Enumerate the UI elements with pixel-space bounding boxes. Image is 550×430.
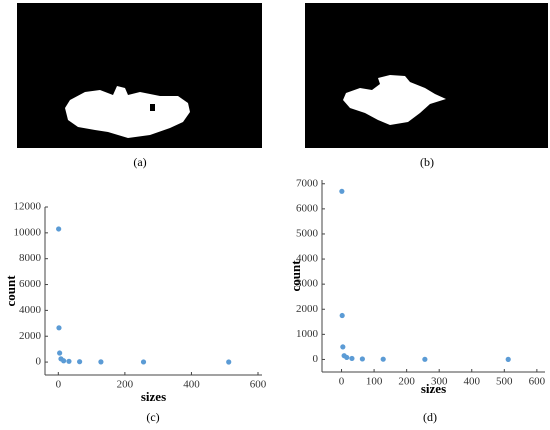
point bbox=[340, 344, 346, 350]
point bbox=[140, 359, 147, 365]
y-tick-label: 2000 bbox=[296, 303, 319, 315]
y-axis-label: count bbox=[3, 275, 18, 307]
y-tick-label: 1000 bbox=[296, 328, 319, 340]
point bbox=[359, 356, 365, 362]
point bbox=[66, 358, 72, 364]
y-tick-label: 2000 bbox=[19, 330, 42, 342]
x-tick-label: 600 bbox=[250, 379, 267, 391]
point bbox=[56, 226, 62, 232]
mask-blob-a bbox=[65, 86, 190, 138]
y-tick-label: 0 bbox=[313, 353, 319, 365]
point bbox=[56, 325, 62, 331]
y-tick-label: 5000 bbox=[296, 227, 319, 239]
x-tick-label: 500 bbox=[496, 376, 513, 388]
y-tick-label: 4000 bbox=[19, 304, 42, 316]
point bbox=[98, 359, 104, 365]
x-tick-label: 100 bbox=[366, 376, 383, 388]
x-axis-label: sizes bbox=[421, 381, 446, 396]
x-tick-label: 300 bbox=[431, 376, 448, 388]
point bbox=[61, 358, 67, 364]
x-tick-label: 200 bbox=[117, 379, 134, 391]
mask-hole bbox=[150, 104, 155, 111]
caption: (c) bbox=[146, 410, 159, 424]
y-tick-label: 4000 bbox=[296, 253, 319, 265]
point bbox=[77, 359, 83, 365]
x-tick-label: 0 bbox=[56, 379, 62, 391]
y-tick-label: 0 bbox=[36, 356, 42, 368]
x-tick-label: 200 bbox=[398, 376, 415, 388]
x-tick-label: 400 bbox=[183, 379, 200, 391]
y-tick-label: 3000 bbox=[296, 278, 319, 290]
point bbox=[339, 312, 345, 319]
y-tick-label: 8000 bbox=[19, 252, 42, 264]
point bbox=[57, 350, 63, 356]
point bbox=[380, 356, 386, 362]
y-tick-label: 6000 bbox=[19, 278, 42, 290]
mask-image-b bbox=[305, 3, 548, 148]
point bbox=[422, 356, 428, 362]
caption: (b) bbox=[420, 155, 434, 169]
x-tick-label: 0 bbox=[339, 376, 345, 388]
y-tick-label: 7000 bbox=[296, 177, 319, 189]
point bbox=[339, 188, 345, 194]
point bbox=[349, 355, 355, 362]
point bbox=[344, 354, 350, 361]
y-axis-label: count bbox=[288, 260, 303, 292]
x-tick-label: 600 bbox=[529, 376, 546, 388]
caption: (a) bbox=[133, 155, 146, 169]
y-tick-label: 12000 bbox=[14, 201, 42, 213]
caption: (d) bbox=[423, 410, 437, 424]
x-tick-label: 400 bbox=[464, 376, 481, 388]
mask-blob-b bbox=[343, 75, 446, 125]
y-tick-label: 6000 bbox=[296, 202, 319, 214]
x-axis-label: sizes bbox=[141, 389, 166, 404]
point bbox=[505, 356, 511, 362]
y-tick-label: 10000 bbox=[14, 226, 42, 238]
point bbox=[226, 359, 232, 365]
